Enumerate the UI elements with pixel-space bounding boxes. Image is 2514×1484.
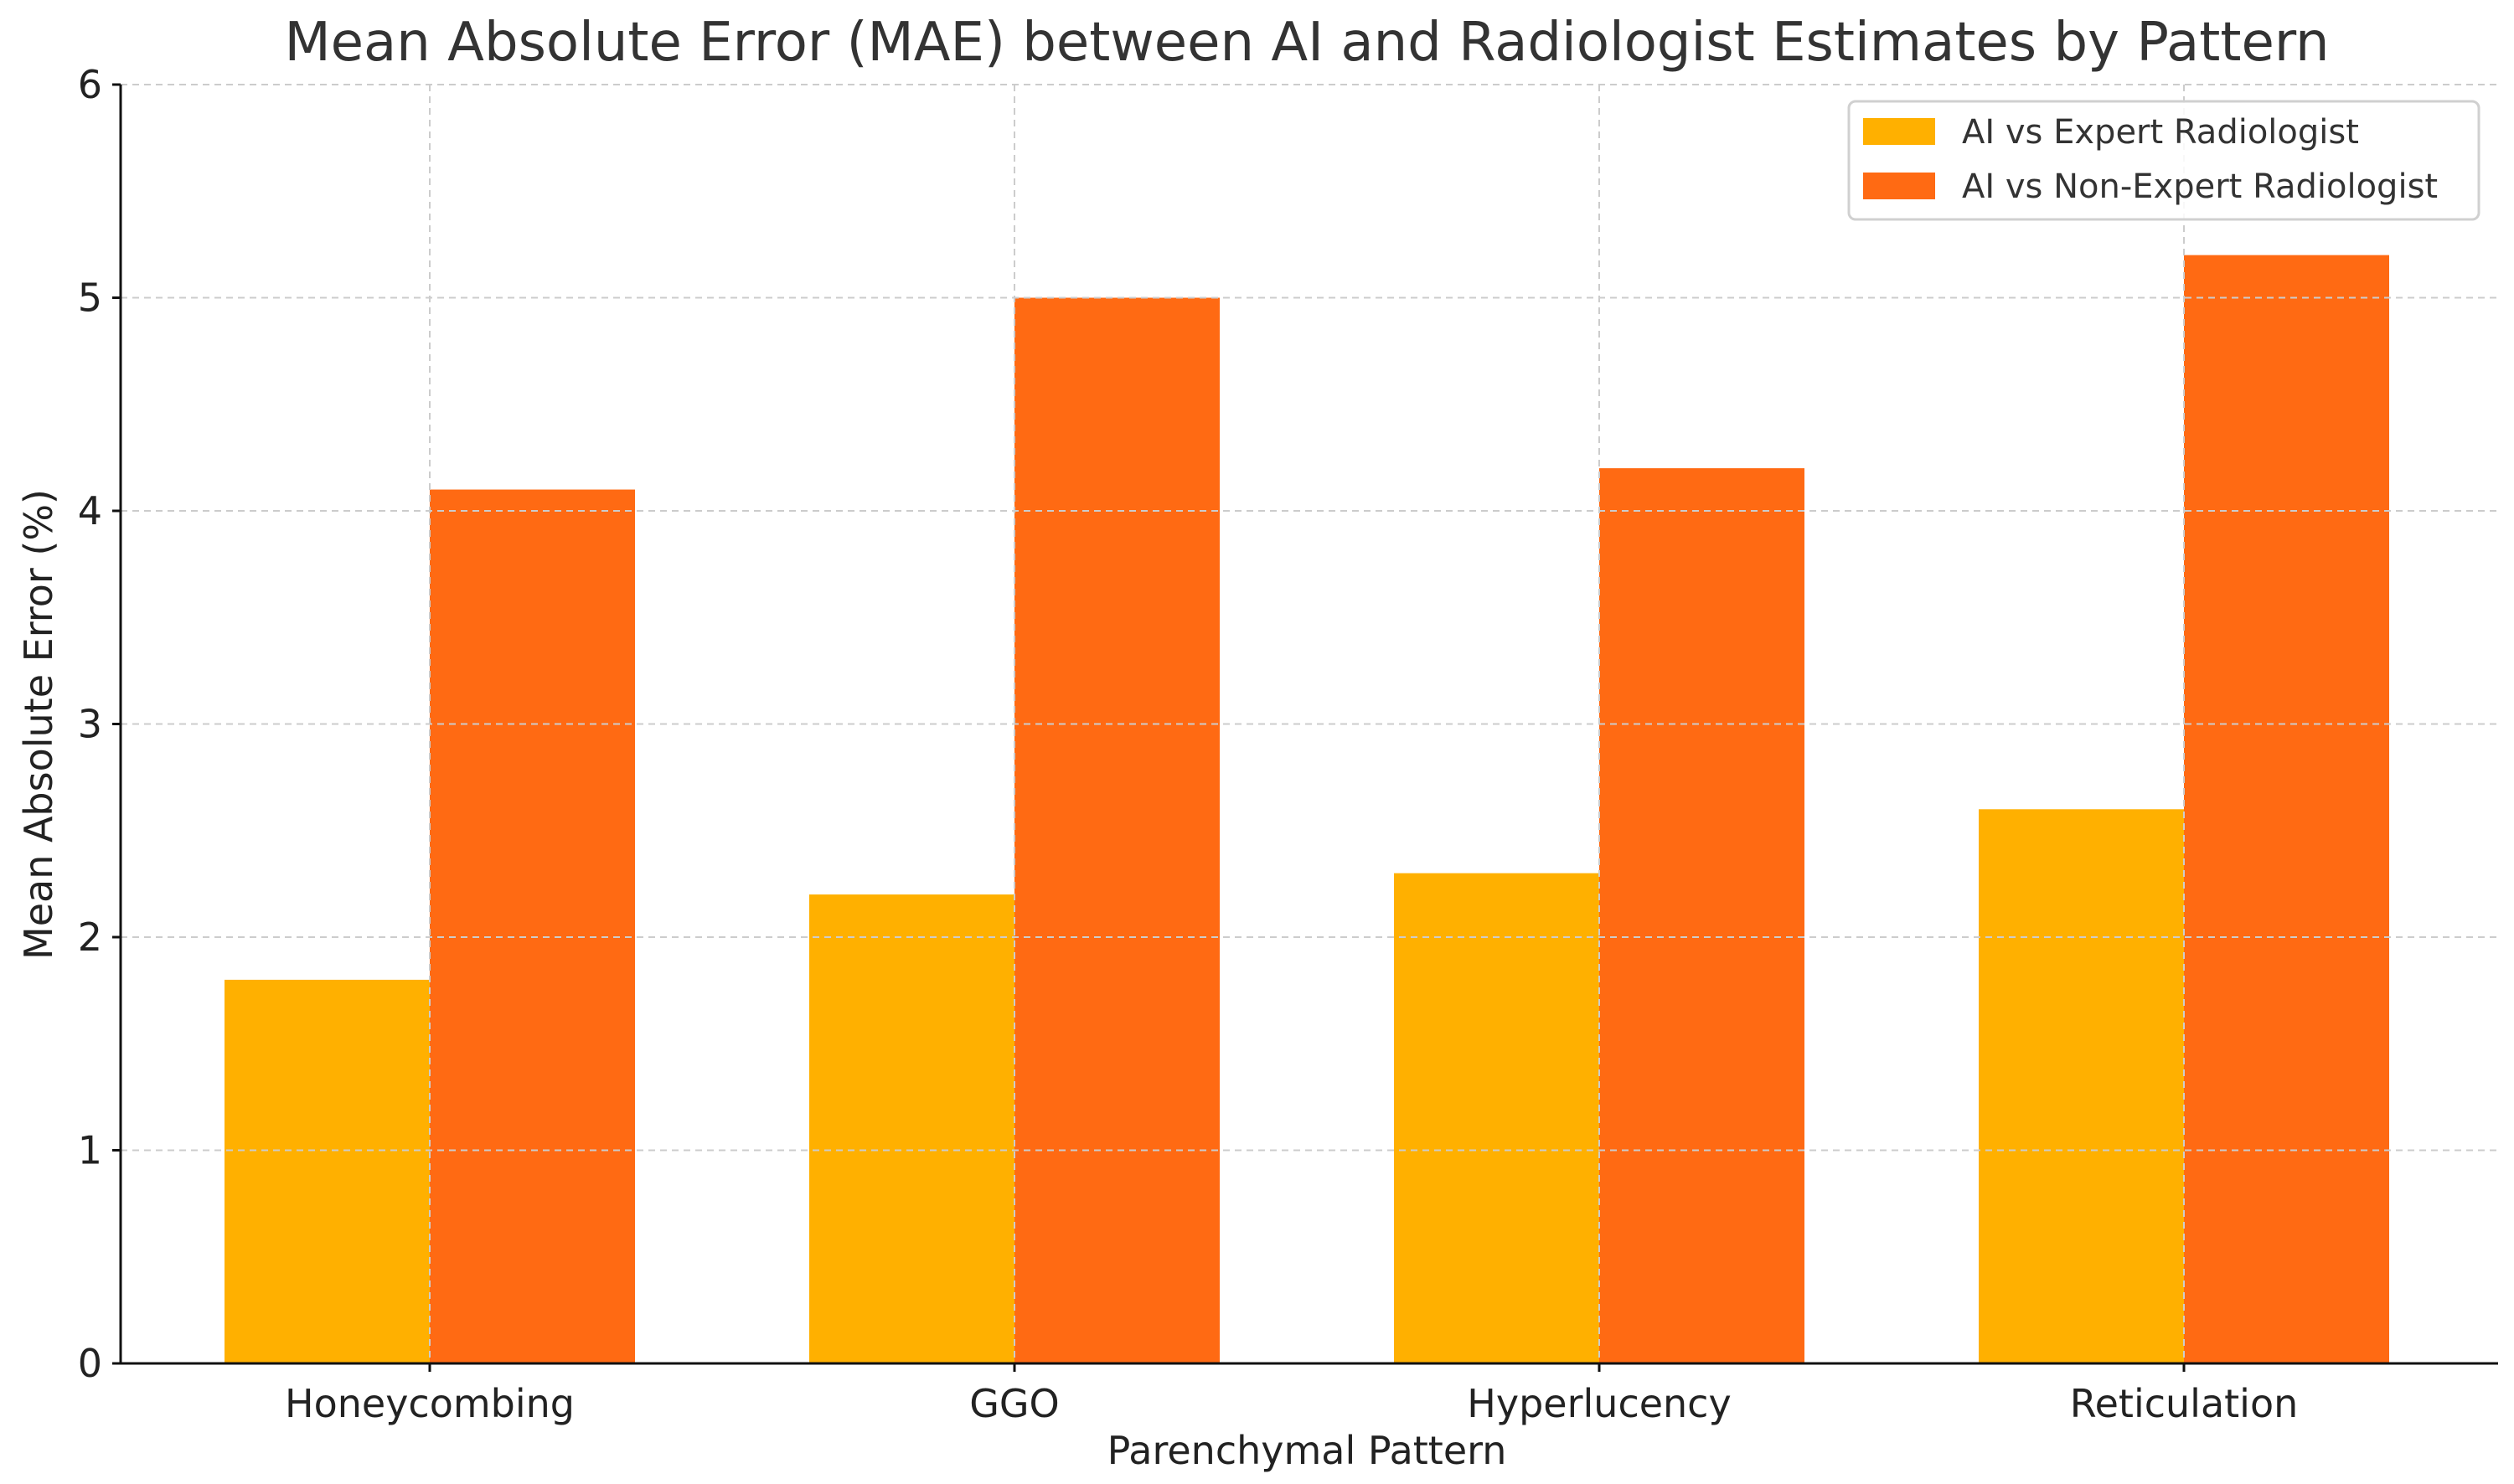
legend-swatch-expert xyxy=(1863,118,1935,145)
bar-ggo-non-expert xyxy=(1014,297,1220,1363)
x-tick-label: Honeycombing xyxy=(285,1381,575,1426)
legend-swatch-non-expert xyxy=(1863,173,1935,199)
y-tick-label: 4 xyxy=(78,488,102,533)
x-axis-label: Parenchymal Pattern xyxy=(1107,1428,1507,1473)
y-axis-label: Mean Absolute Error (%) xyxy=(16,489,61,960)
y-ticks: 0 1 2 3 4 5 6 xyxy=(78,62,121,1386)
y-tick-label: 3 xyxy=(78,702,102,747)
grid-overlay xyxy=(121,84,2498,1363)
y-tick-label: 2 xyxy=(78,915,102,960)
x-tick-label: Reticulation xyxy=(2070,1381,2299,1426)
y-tick-label: 5 xyxy=(78,276,102,321)
x-ticks: Honeycombing GGO Hyperlucency Reticulation xyxy=(285,1363,2298,1426)
bar-hyperlucency-non-expert xyxy=(1599,468,1804,1363)
chart-title: Mean Absolute Error (MAE) between AI and… xyxy=(284,12,2329,74)
bar-ggo-expert xyxy=(809,894,1014,1363)
y-tick-label: 6 xyxy=(78,62,102,107)
bar-reticulation-expert xyxy=(1979,809,2184,1363)
bars xyxy=(225,255,2389,1364)
y-tick-label: 0 xyxy=(78,1341,102,1386)
legend-label-expert: AI vs Expert Radiologist xyxy=(1962,113,2359,152)
x-tick-label: GGO xyxy=(969,1381,1060,1426)
x-tick-label: Hyperlucency xyxy=(1467,1381,1731,1426)
legend-box xyxy=(1847,100,2480,221)
bar-honeycombing-expert xyxy=(225,979,430,1363)
bar-reticulation-non-expert xyxy=(2184,255,2389,1364)
y-tick-label: 1 xyxy=(78,1128,102,1173)
bar-honeycombing-non-expert xyxy=(430,489,635,1363)
legend: AI vs Expert Radiologist AI vs Non-Exper… xyxy=(1847,100,2480,221)
bar-hyperlucency-expert xyxy=(1394,873,1599,1363)
legend-label-non-expert: AI vs Non-Expert Radiologist xyxy=(1962,167,2438,206)
